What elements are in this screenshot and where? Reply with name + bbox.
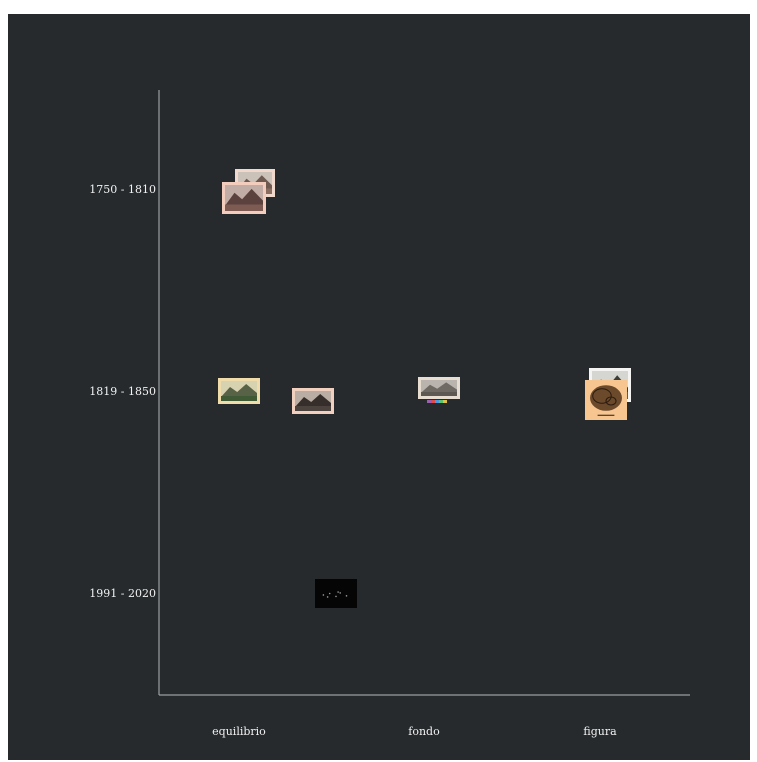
thumbnail-ground [295, 406, 331, 411]
thumbnail-point[interactable] [222, 169, 275, 214]
thumbnail-ground [225, 204, 263, 211]
y-tick-label: 1750 - 1810 [89, 183, 156, 196]
thumbnail-point[interactable] [218, 378, 260, 404]
thumbnail-speck [328, 592, 331, 595]
thumbnail-color-strip [435, 400, 439, 403]
thumbnail-rock-detail [605, 396, 617, 406]
thumbnail-marks [218, 169, 631, 608]
thumbnail-speck [337, 591, 339, 593]
thumbnail-speck [345, 595, 348, 597]
thumbnail-point[interactable] [418, 377, 460, 403]
thumbnail-speck [322, 594, 325, 596]
x-tick-labels: equilibrio fondo figura [212, 725, 617, 738]
chart-canvas: 1750 - 1810 1819 - 1850 1991 - 2020 equili… [8, 14, 750, 760]
thumbnail-color-strip [427, 400, 431, 403]
x-tick-label: fondo [408, 725, 440, 738]
thumbnail-point[interactable] [315, 579, 357, 608]
chart-svg: 1750 - 1810 1819 - 1850 1991 - 2020 equili… [89, 90, 690, 738]
y-tick-labels: 1750 - 1810 1819 - 1850 1991 - 2020 [89, 183, 156, 600]
thumbnail-speck [339, 592, 342, 594]
thumbnail-color-strip [439, 400, 443, 403]
x-tick-label: equilibrio [212, 725, 266, 738]
thumbnail-point[interactable] [292, 388, 334, 414]
thumbnail-speck [335, 595, 337, 598]
thumbnail-rock-detail [592, 388, 612, 404]
thumbnail-color-strip [443, 400, 447, 403]
y-tick-label: 1991 - 2020 [89, 587, 156, 600]
y-tick-label: 1819 - 1850 [89, 385, 156, 398]
thumbnail-color-strip [431, 400, 435, 403]
thumbnail-point[interactable] [585, 368, 631, 420]
thumbnail-ground [421, 392, 457, 396]
x-tick-label: figura [583, 725, 617, 738]
thumbnail-ground [221, 396, 257, 401]
thumbnail-dark [315, 579, 357, 608]
thumbnail-speck [326, 596, 329, 598]
